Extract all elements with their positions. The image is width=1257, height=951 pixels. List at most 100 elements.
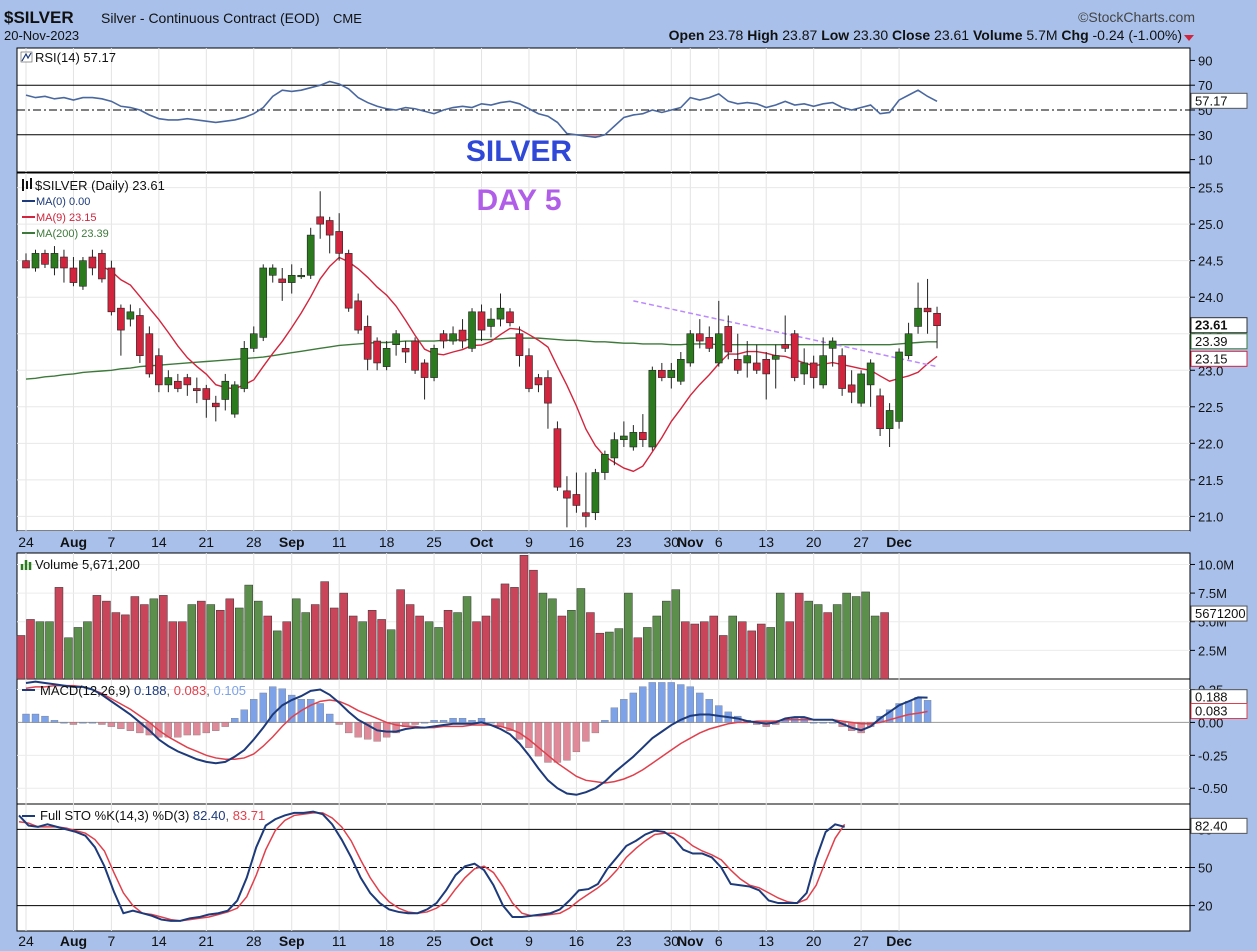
candle: [591, 472, 600, 514]
macd-axis-label: -0.25: [1198, 748, 1228, 763]
volume-bar: [529, 569, 538, 680]
candle: [60, 256, 68, 269]
candle: [771, 355, 780, 360]
date-tick-label: 28: [246, 534, 262, 550]
sto-series: [17, 810, 1190, 922]
vol-axis-label: 2.5M: [1198, 643, 1227, 658]
date-tick-label: Oct: [470, 534, 494, 550]
close-value: 23.61: [934, 27, 969, 43]
macd-histogram-bar: [705, 699, 713, 723]
volume-bar: [785, 621, 794, 680]
volume-bar: [548, 598, 557, 680]
volume-bar: [643, 627, 652, 680]
ma9-last-label: 23.15: [1195, 351, 1228, 366]
macd-histogram-bar: [430, 720, 438, 723]
macd-histogram-bar: [363, 722, 372, 740]
macd-histogram-bar: [639, 686, 647, 723]
candle: [335, 231, 343, 254]
candle: [439, 333, 448, 342]
candle: [800, 362, 808, 375]
macd-hist-value: 0.105: [214, 683, 247, 698]
candle: [914, 307, 922, 327]
sto-d-line: [18, 812, 846, 922]
date-tick-label: 27: [853, 933, 869, 949]
macd-histogram-bar: [610, 707, 619, 723]
macd-histogram-bar: [382, 722, 391, 738]
rsi-line: [25, 80, 938, 139]
candle: [620, 435, 628, 440]
candle: [126, 311, 135, 320]
macd-histogram-bar: [515, 722, 524, 740]
sto-axis-label: 20: [1198, 899, 1212, 914]
macd-series: [22, 680, 932, 796]
macd-histogram-bar: [667, 682, 675, 723]
candle: [733, 359, 742, 371]
volume-bar: [377, 619, 386, 680]
chart-header: $SILVER Silver - Continuous Contract (EO…: [4, 8, 1195, 43]
candle: [610, 439, 619, 459]
candle: [714, 333, 723, 364]
date-tick-label: 24: [18, 534, 34, 550]
volume-bar: [386, 629, 396, 680]
date-tick-label: 11: [332, 933, 347, 949]
macd-histogram-bar: [126, 722, 135, 731]
macd-axis-label: -0.50: [1198, 781, 1228, 796]
volume-bar: [235, 607, 244, 680]
candle: [904, 333, 913, 356]
macd-histogram-bar: [117, 722, 125, 729]
ohlc-readout: Open 23.78 High 23.87 Low 23.30 Close 23…: [669, 27, 1194, 43]
volume-bar: [130, 596, 140, 680]
date-tick-label: 14: [151, 933, 167, 949]
macd-histogram-bar: [648, 682, 656, 723]
volume-bar: [595, 632, 605, 680]
volume-label: Volume: [973, 27, 1023, 43]
ma0-legend: MA(0) 0.00: [36, 196, 90, 208]
annotation-subtitle: DAY 5: [476, 184, 561, 217]
ma200-legend: MA(200) 23.39: [36, 228, 109, 240]
volume-bar: [775, 592, 785, 680]
volume-bar: [168, 621, 178, 680]
volume-bar: [756, 623, 766, 680]
macd-histogram-bar: [259, 692, 267, 723]
volume-bar: [671, 589, 681, 680]
rsi-panel-icon: [21, 52, 32, 62]
macd-histogram-bar: [487, 722, 495, 724]
volume-bar: [35, 621, 45, 680]
volume-bar: [813, 604, 823, 680]
volume-bar: [462, 596, 472, 680]
panel-labels: RSI(14) 57.17 $SILVER (Daily) 23.61 MA(0…: [20, 50, 265, 823]
date-tick-label: 6: [715, 933, 723, 949]
rsi-axis-label: 70: [1198, 78, 1212, 93]
volume-bar: [662, 600, 671, 680]
macd-histogram-bar: [269, 686, 277, 723]
volume-bar: [851, 596, 861, 680]
volume-bar: [159, 595, 168, 680]
candle: [534, 377, 543, 386]
volume-bar: [823, 612, 832, 680]
date-tick-label: 30: [664, 933, 680, 949]
low-label: Low: [821, 27, 849, 43]
macd-histogram-bar: [553, 722, 562, 763]
date-tick-label: Sep: [279, 933, 305, 949]
macd-histogram-bar: [658, 682, 666, 723]
volume-value: 5.7M: [1026, 27, 1057, 43]
date-tick-label: 23: [616, 534, 632, 550]
macd-histogram-bar: [506, 722, 514, 731]
date-tick-label: Dec: [886, 534, 912, 550]
volume-last-label: 5671200: [1195, 606, 1246, 621]
price-series: [22, 191, 941, 528]
sto-label: Full STO %K(14,3) %D(3) 82.40, 83.71: [40, 808, 265, 823]
candle: [392, 333, 400, 345]
ma9-legend: MA(9) 23.15: [36, 212, 97, 224]
candle: [344, 253, 353, 309]
candle: [155, 355, 163, 386]
candle: [506, 311, 514, 324]
volume-bar: [73, 627, 83, 680]
date-tick-label: 23: [616, 933, 632, 949]
date-tick-label: 13: [758, 534, 774, 550]
macd-histogram-bar: [885, 709, 894, 723]
rsi-axis-label: 10: [1198, 153, 1212, 168]
ma200-last-label-box: [1190, 333, 1248, 350]
macd-histogram-bar: [335, 722, 343, 725]
